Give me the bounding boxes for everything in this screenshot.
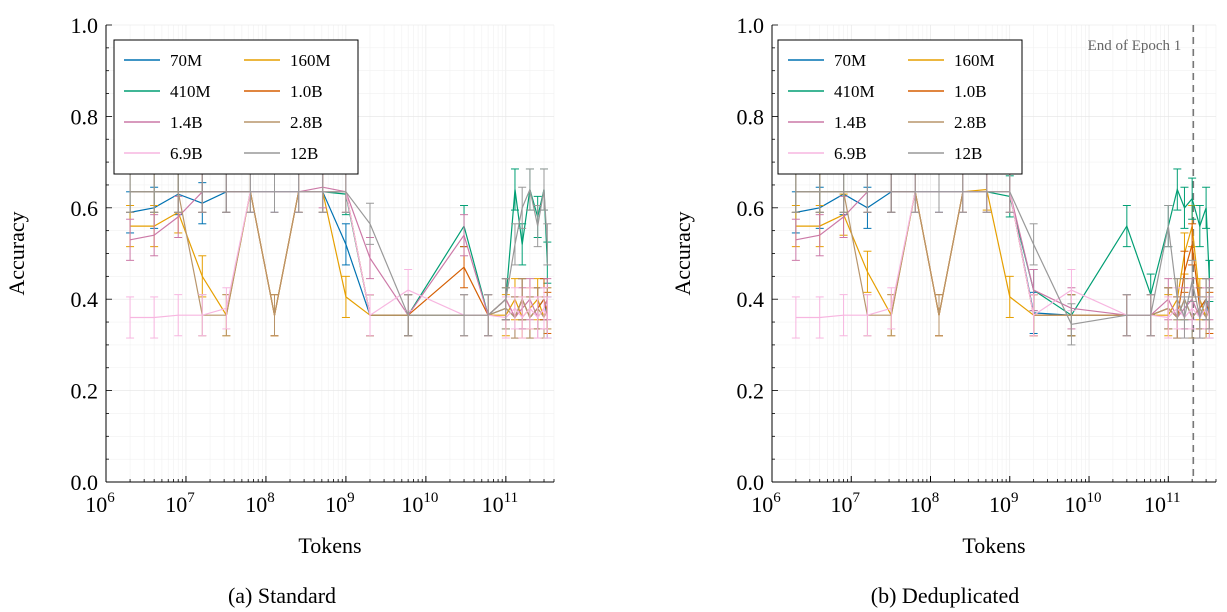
y-tick-label: 1.0 [737,13,765,38]
series-line [795,191,1210,319]
y-tick-label: 0.6 [71,196,99,221]
x-axis-label: Tokens [962,533,1025,558]
legend-label: 2.8B [290,113,323,132]
y-tick-label: 0.0 [71,470,99,495]
y-tick-label: 0.8 [71,104,99,129]
series-line [130,191,548,319]
legend-label: 410M [170,82,211,101]
legend-label: 160M [290,51,331,70]
legend-label: 6.9B [834,144,867,163]
y-tick-label: 0.8 [737,104,765,129]
series-line [130,191,548,320]
legend-label: 1.4B [170,113,203,132]
series-line [795,191,1210,319]
y-tick-label: 1.0 [71,13,99,38]
chart-panel-b: 106 107 108 109 1010 1011 0.0 0.2 0.4 0.6 0.8 1.0 To… [670,13,1217,608]
x-tick-label: 1011 [1144,490,1180,517]
legend-label: 6.9B [170,144,203,163]
x-tick-label: 106 [85,490,115,517]
x-tick-label: 109 [989,490,1019,517]
y-tick-label: 0.0 [737,470,765,495]
y-tick-label: 0.2 [71,379,99,404]
legend-label: 12B [954,144,982,163]
series-line [795,191,1210,319]
y-tick-label: 0.4 [71,287,99,312]
legend-label: 2.8B [954,113,987,132]
chart-panel-a: 106 107 108 109 1010 1011 0.0 0.2 0.4 0.6 0.8 1.0 To… [4,13,555,608]
series-2-8b [791,170,1214,339]
x-axis-label: Tokens [298,533,361,558]
series-line [130,191,548,319]
series-line [130,191,548,319]
x-tick-label: 1011 [482,490,518,517]
series-6-9b [791,170,1214,339]
x-tick-label: 1010 [1065,490,1102,517]
series-line [795,191,1210,319]
series-line [129,191,548,319]
legend-label: 1.4B [834,113,867,132]
legend-label: 410M [834,82,875,101]
y-axis-label: Accuracy [670,211,695,295]
y-tick-label: 0.4 [737,287,765,312]
series-line [795,191,1210,325]
legend-label: 12B [290,144,318,163]
series-1-4b [791,170,1214,339]
caption: (b) Deduplicated [871,583,1019,608]
x-tick-label: 106 [751,490,781,517]
legend-label: 1.0B [290,82,323,101]
y-axis-label: Accuracy [4,211,29,295]
legend-label: 70M [170,51,202,70]
legend-label: 1.0B [954,82,987,101]
x-tick-label: 107 [831,490,861,517]
legend: 70M 160M 410M 1.0B 1.4B 2.8B 6.9B 12B [113,39,359,175]
epoch-label: End of Epoch 1 [1088,38,1182,54]
x-tick-label: 108 [245,490,275,517]
series-70m [791,170,1214,339]
legend-box [777,39,1023,175]
series-line [795,191,1210,319]
legend-label: 70M [834,51,866,70]
x-tick-label: 1010 [401,490,438,517]
y-tick-label: 0.2 [737,379,765,404]
y-tick-label: 0.6 [737,196,765,221]
caption: (a) Standard [228,583,336,608]
series-1-0b [791,170,1214,339]
series-line [795,187,1210,317]
legend-label: 160M [954,51,995,70]
legend-box [113,39,359,175]
x-tick-label: 107 [165,490,195,517]
x-tick-label: 109 [325,490,355,517]
legend: 70M 160M 410M 1.0B 1.4B 2.8B 6.9B 12B [777,39,1023,175]
x-tick-label: 108 [910,490,940,517]
series-12b [791,170,1214,346]
